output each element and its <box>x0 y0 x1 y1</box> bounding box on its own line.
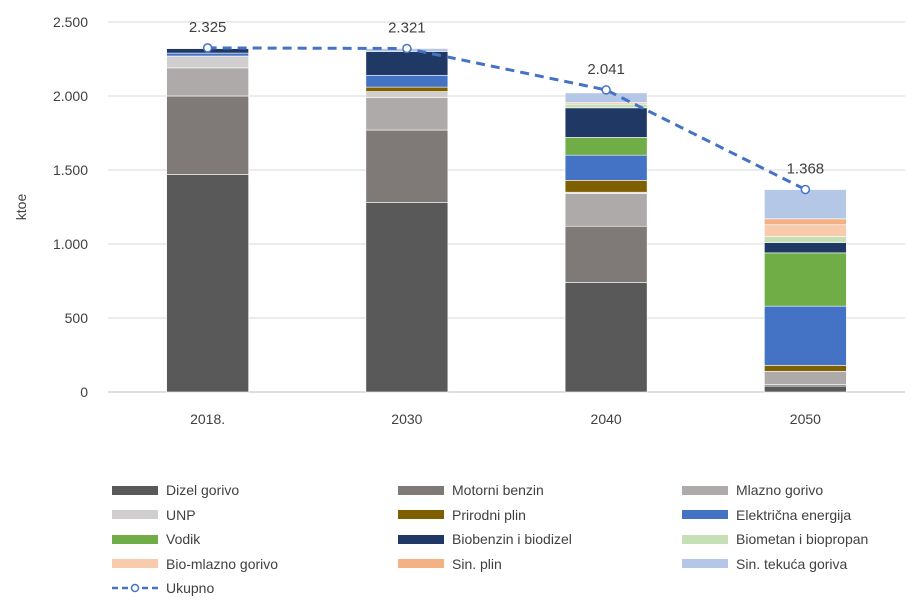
bar-segment <box>764 224 847 237</box>
bar-segment <box>764 365 847 372</box>
legend-item: Motorni benzin <box>398 478 544 502</box>
legend-item: Mlazno gorivo <box>682 478 823 502</box>
legend-swatch <box>398 510 444 519</box>
legend-label: Sin. tekuća goriva <box>736 555 848 572</box>
y-tick-label: 500 <box>65 310 89 326</box>
legend-line-swatch <box>112 583 158 593</box>
legend-swatch <box>112 485 158 495</box>
total-data-label: 2.041 <box>587 61 625 78</box>
total-point <box>402 43 412 54</box>
bar-segment <box>764 305 847 366</box>
bar-segment <box>365 86 449 92</box>
legend-swatch <box>398 485 444 495</box>
chart-plot: 0 500 1.000 1.500 2.000 2.500 ktoe 2018. 2030 204… <box>13 14 905 427</box>
legend-label: Vodik <box>166 531 201 547</box>
total-point <box>202 43 213 53</box>
legend-swatch <box>682 559 728 568</box>
legend-swatch <box>398 534 444 544</box>
legend-label: Biometan i biopropan <box>736 531 869 547</box>
legend-label: Ukupno <box>166 580 215 596</box>
legend-item: Bio-mlazno gorivo <box>112 552 278 576</box>
bar-segment <box>764 370 847 385</box>
legend-label: Bio-mlazno gorivo <box>166 555 279 572</box>
y-axis-label: ktoe <box>13 194 29 221</box>
x-tick-label: 2040 <box>591 411 622 427</box>
y-tick-label: 2.000 <box>53 88 88 104</box>
bar-segment <box>564 180 648 193</box>
y-tick-label: 1.000 <box>53 236 88 252</box>
bar-segment <box>365 97 449 131</box>
bar-segment <box>564 137 648 156</box>
legend-item: Sin. plin <box>398 552 502 576</box>
bar-segment <box>564 154 648 181</box>
legend-label: Sin. plin <box>452 555 502 572</box>
legend-label: Motorni benzin <box>452 482 544 498</box>
legend-item: Vodik <box>112 527 200 551</box>
y-tick-label: 0 <box>80 384 88 400</box>
bar-segment <box>365 129 449 203</box>
bar-segment <box>564 225 648 283</box>
legend-label: Električna energija <box>736 506 852 523</box>
bar-segment <box>764 218 847 226</box>
legend-item: UNP <box>112 503 196 527</box>
x-tick-label: 2050 <box>790 411 821 427</box>
legend-swatch <box>398 559 444 568</box>
legend-item: Sin. tekuća goriva <box>682 552 847 576</box>
bar-segment <box>166 52 249 57</box>
legend-label: Biobenzin i biodizel <box>452 531 572 547</box>
bar-segment <box>764 252 847 307</box>
legend-item: Dizel gorivo <box>112 478 239 502</box>
bar-segment <box>365 202 449 393</box>
total-point <box>601 85 611 95</box>
bar-segment <box>365 74 449 88</box>
bar-segment <box>564 193 648 227</box>
total-point <box>800 184 811 195</box>
bar-segment <box>166 95 249 175</box>
bar-segment <box>764 242 847 254</box>
legend-label: Prirodni plin <box>452 506 526 523</box>
x-tick-label: 2030 <box>391 411 422 427</box>
legend-swatch <box>112 559 158 568</box>
y-tick-label: 1.500 <box>53 162 88 178</box>
legend-item: Biometan i biopropan <box>682 527 868 551</box>
bar-segment <box>764 385 847 393</box>
total-data-label: 2.321 <box>388 19 426 36</box>
bar-segment <box>166 67 249 97</box>
legend-item: Biobenzin i biodizel <box>398 527 572 551</box>
legend-swatch <box>112 534 158 544</box>
bar-segment <box>166 55 249 69</box>
bar-segment <box>564 107 648 138</box>
legend-item: Električna energija <box>682 503 851 527</box>
bar-segment <box>764 236 847 243</box>
bar-segment <box>166 174 249 393</box>
legend-swatch <box>682 534 728 544</box>
bar-segment <box>564 282 648 393</box>
legend-item-total: Ukupno <box>112 576 214 600</box>
legend-label: Mlazno gorivo <box>736 482 824 498</box>
legend-swatch <box>682 485 728 495</box>
y-tick-label: 2.500 <box>53 14 88 30</box>
total-data-label: 1.368 <box>787 161 825 178</box>
legend-label: Dizel gorivo <box>166 482 240 498</box>
legend-swatch <box>112 510 158 519</box>
legend-swatch <box>682 510 728 519</box>
legend-label: UNP <box>166 506 196 523</box>
total-line <box>207 46 807 191</box>
x-tick-label: 2018. <box>190 411 225 427</box>
total-data-label: 2.325 <box>189 19 227 36</box>
bar-segment <box>365 91 449 98</box>
legend-item: Prirodni plin <box>398 503 526 527</box>
